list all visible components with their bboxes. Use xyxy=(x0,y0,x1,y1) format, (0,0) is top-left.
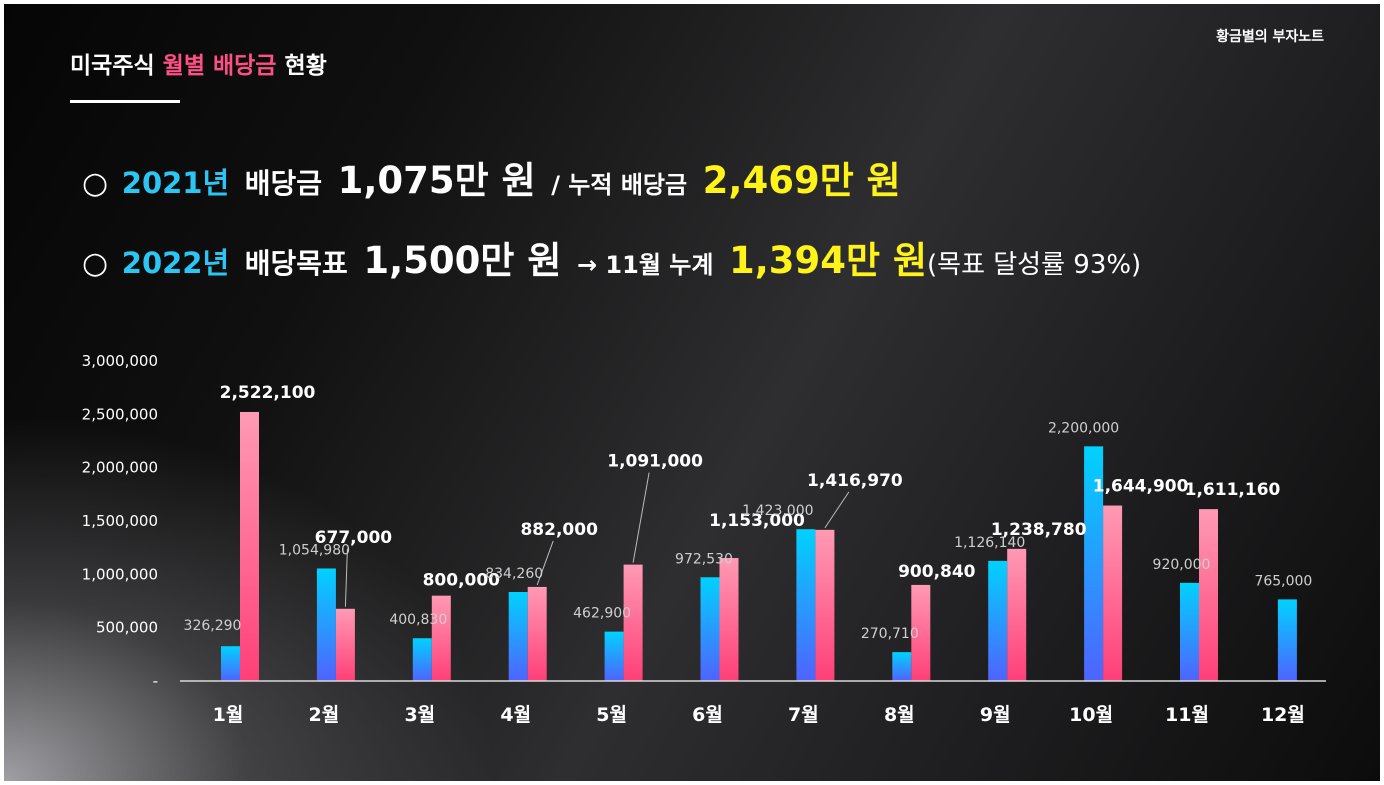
title-part1: 미국주식 xyxy=(70,53,155,79)
leader-line xyxy=(344,548,348,607)
data-label-2022: 1,644,900 xyxy=(1093,477,1189,497)
bar-2021 xyxy=(412,638,432,681)
data-label-2022: 1,153,000 xyxy=(709,511,805,531)
bar-2021 xyxy=(1180,582,1199,681)
data-label-2022: 800,000 xyxy=(423,571,501,591)
x-tick-label: 10월 xyxy=(1069,704,1113,726)
bar-2021 xyxy=(700,577,720,681)
summary-2022-label: 배당목표 xyxy=(244,247,348,280)
bar-2021 xyxy=(892,652,912,681)
data-label-2021: 834,260 xyxy=(485,566,543,582)
data-label-2021: 400,830 xyxy=(389,612,447,628)
summary-2021-year: 2021년 xyxy=(121,166,230,200)
bar-2021 xyxy=(1277,599,1297,681)
leader-line xyxy=(536,540,554,586)
label-leader-lines xyxy=(344,472,850,607)
data-label-2021: 270,710 xyxy=(861,626,919,642)
summary-2022-note: (목표 달성률 93%) xyxy=(927,250,1142,280)
summary-2021-cumulative: 2,469만 원 xyxy=(702,159,901,202)
brand-label: 황금별의 부자노트 xyxy=(1216,29,1324,45)
bar-2022 xyxy=(527,586,547,681)
bar-2021 xyxy=(796,529,816,681)
bullet-circle-icon: ○ xyxy=(82,166,109,201)
title-highlight: 월별 배당금 xyxy=(162,53,277,79)
bar-2021 xyxy=(604,631,624,681)
data-label-2021: 462,900 xyxy=(573,606,631,622)
data-label-2021: 1,054,980 xyxy=(279,542,350,558)
summary-2022-year: 2022년 xyxy=(121,246,230,280)
data-label-2021: 765,000 xyxy=(1254,573,1312,589)
data-label-2022: 882,000 xyxy=(520,520,598,540)
bar-2022 xyxy=(815,529,835,681)
data-label-2021: 920,000 xyxy=(1153,557,1211,573)
data-label-2021: 1,126,140 xyxy=(954,535,1025,551)
bar-2022 xyxy=(1199,509,1218,681)
data-label-2022: 900,840 xyxy=(898,562,976,582)
bars xyxy=(221,411,1297,681)
data-label-2022: 677,000 xyxy=(315,528,393,548)
x-tick-label: 2월 xyxy=(309,704,340,726)
data-label-2022: 1,091,000 xyxy=(607,452,703,472)
x-axis: 1월 2월 3월 4월 5월 6월 7월 8월 9월 10월 11월 12월 xyxy=(180,680,1326,726)
bar-2022 xyxy=(623,564,643,681)
monthly-dividend-chart: - 500,000 1,000,000 1,500,000 2,000,000 2,500… xyxy=(82,352,1326,726)
summary-2021: ○ 2021년 배당금 1,075만 원 / 누적 배당금 2,469만 원 xyxy=(82,150,911,204)
x-tick-label: 8월 xyxy=(884,704,915,726)
summary-2021-separator: / 누적 배당금 xyxy=(551,171,688,199)
slide: 미국주식 월별 배당금 현황 황금별의 부자노트 ○ 2021년 배당금 1,0… xyxy=(4,4,1380,781)
leader-line xyxy=(824,491,850,529)
summary-2022-arrow-label: → 11월 누계 xyxy=(576,251,714,279)
y-axis: - 500,000 1,000,000 1,500,000 2,000,000 2,500… xyxy=(82,352,158,690)
title-underline xyxy=(70,100,180,103)
bar-2022 xyxy=(1103,505,1123,681)
bar-2022 xyxy=(240,411,259,681)
bar-2021 xyxy=(988,560,1008,681)
y-tick-label: 1,500,000 xyxy=(82,512,158,530)
bar-2022 xyxy=(335,608,355,681)
x-tick-label: 7월 xyxy=(788,704,819,726)
bar-2022 xyxy=(911,584,931,681)
leader-line xyxy=(632,472,650,563)
data-label-2021: 1,423,000 xyxy=(742,503,813,519)
bar-2021 xyxy=(508,592,528,681)
data-label-2022: 2,522,100 xyxy=(220,383,316,403)
data-label-2021: 326,290 xyxy=(184,618,242,634)
y-tick-label: 2,500,000 xyxy=(82,405,158,423)
bar-2022 xyxy=(1007,548,1027,681)
bar-2021 xyxy=(316,568,336,681)
y-tick-label: 1,000,000 xyxy=(82,565,158,583)
x-tick-label: 1월 xyxy=(213,704,244,726)
title-part2: 현황 xyxy=(284,53,327,79)
summary-2021-label: 배당금 xyxy=(244,167,323,200)
bar-2022 xyxy=(719,558,739,681)
data-label-2022: 1,416,970 xyxy=(807,471,903,491)
bar-2022 xyxy=(431,595,451,681)
bullet-circle-icon: ○ xyxy=(82,246,109,281)
summary-2022-cumulative: 1,394만 원 xyxy=(729,239,927,282)
bar-2021 xyxy=(1084,446,1104,681)
x-tick-label: 11월 xyxy=(1165,704,1209,726)
y-tick-label: 500,000 xyxy=(96,619,158,637)
summary-2022: ○ 2022년 배당목표 1,500만 원 → 11월 누계 1,394만 원(… xyxy=(82,230,1141,284)
x-tick-label: 4월 xyxy=(500,704,531,726)
data-label-2021: 2,200,000 xyxy=(1048,420,1119,436)
data-label-2021: 972,530 xyxy=(675,551,733,567)
data-label-2022: 1,611,160 xyxy=(1185,480,1281,500)
y-tick-label: 2,000,000 xyxy=(82,459,158,477)
x-tick-label: 3월 xyxy=(404,704,435,726)
summary-2021-amount: 1,075만 원 xyxy=(337,159,536,202)
x-tick-label: 5월 xyxy=(596,704,627,726)
summary-2022-amount: 1,500만 원 xyxy=(363,239,562,282)
bar-2021 xyxy=(221,646,240,681)
data-label-2022: 1,238,780 xyxy=(991,520,1087,540)
x-tick-label: 9월 xyxy=(980,704,1011,726)
x-tick-label: 12월 xyxy=(1261,704,1305,726)
y-tick-label: - xyxy=(153,672,158,690)
y-tick-label: 3,000,000 xyxy=(82,352,158,370)
x-tick-label: 6월 xyxy=(692,704,723,726)
slide-title: 미국주식 월별 배당금 현황 xyxy=(70,46,327,80)
